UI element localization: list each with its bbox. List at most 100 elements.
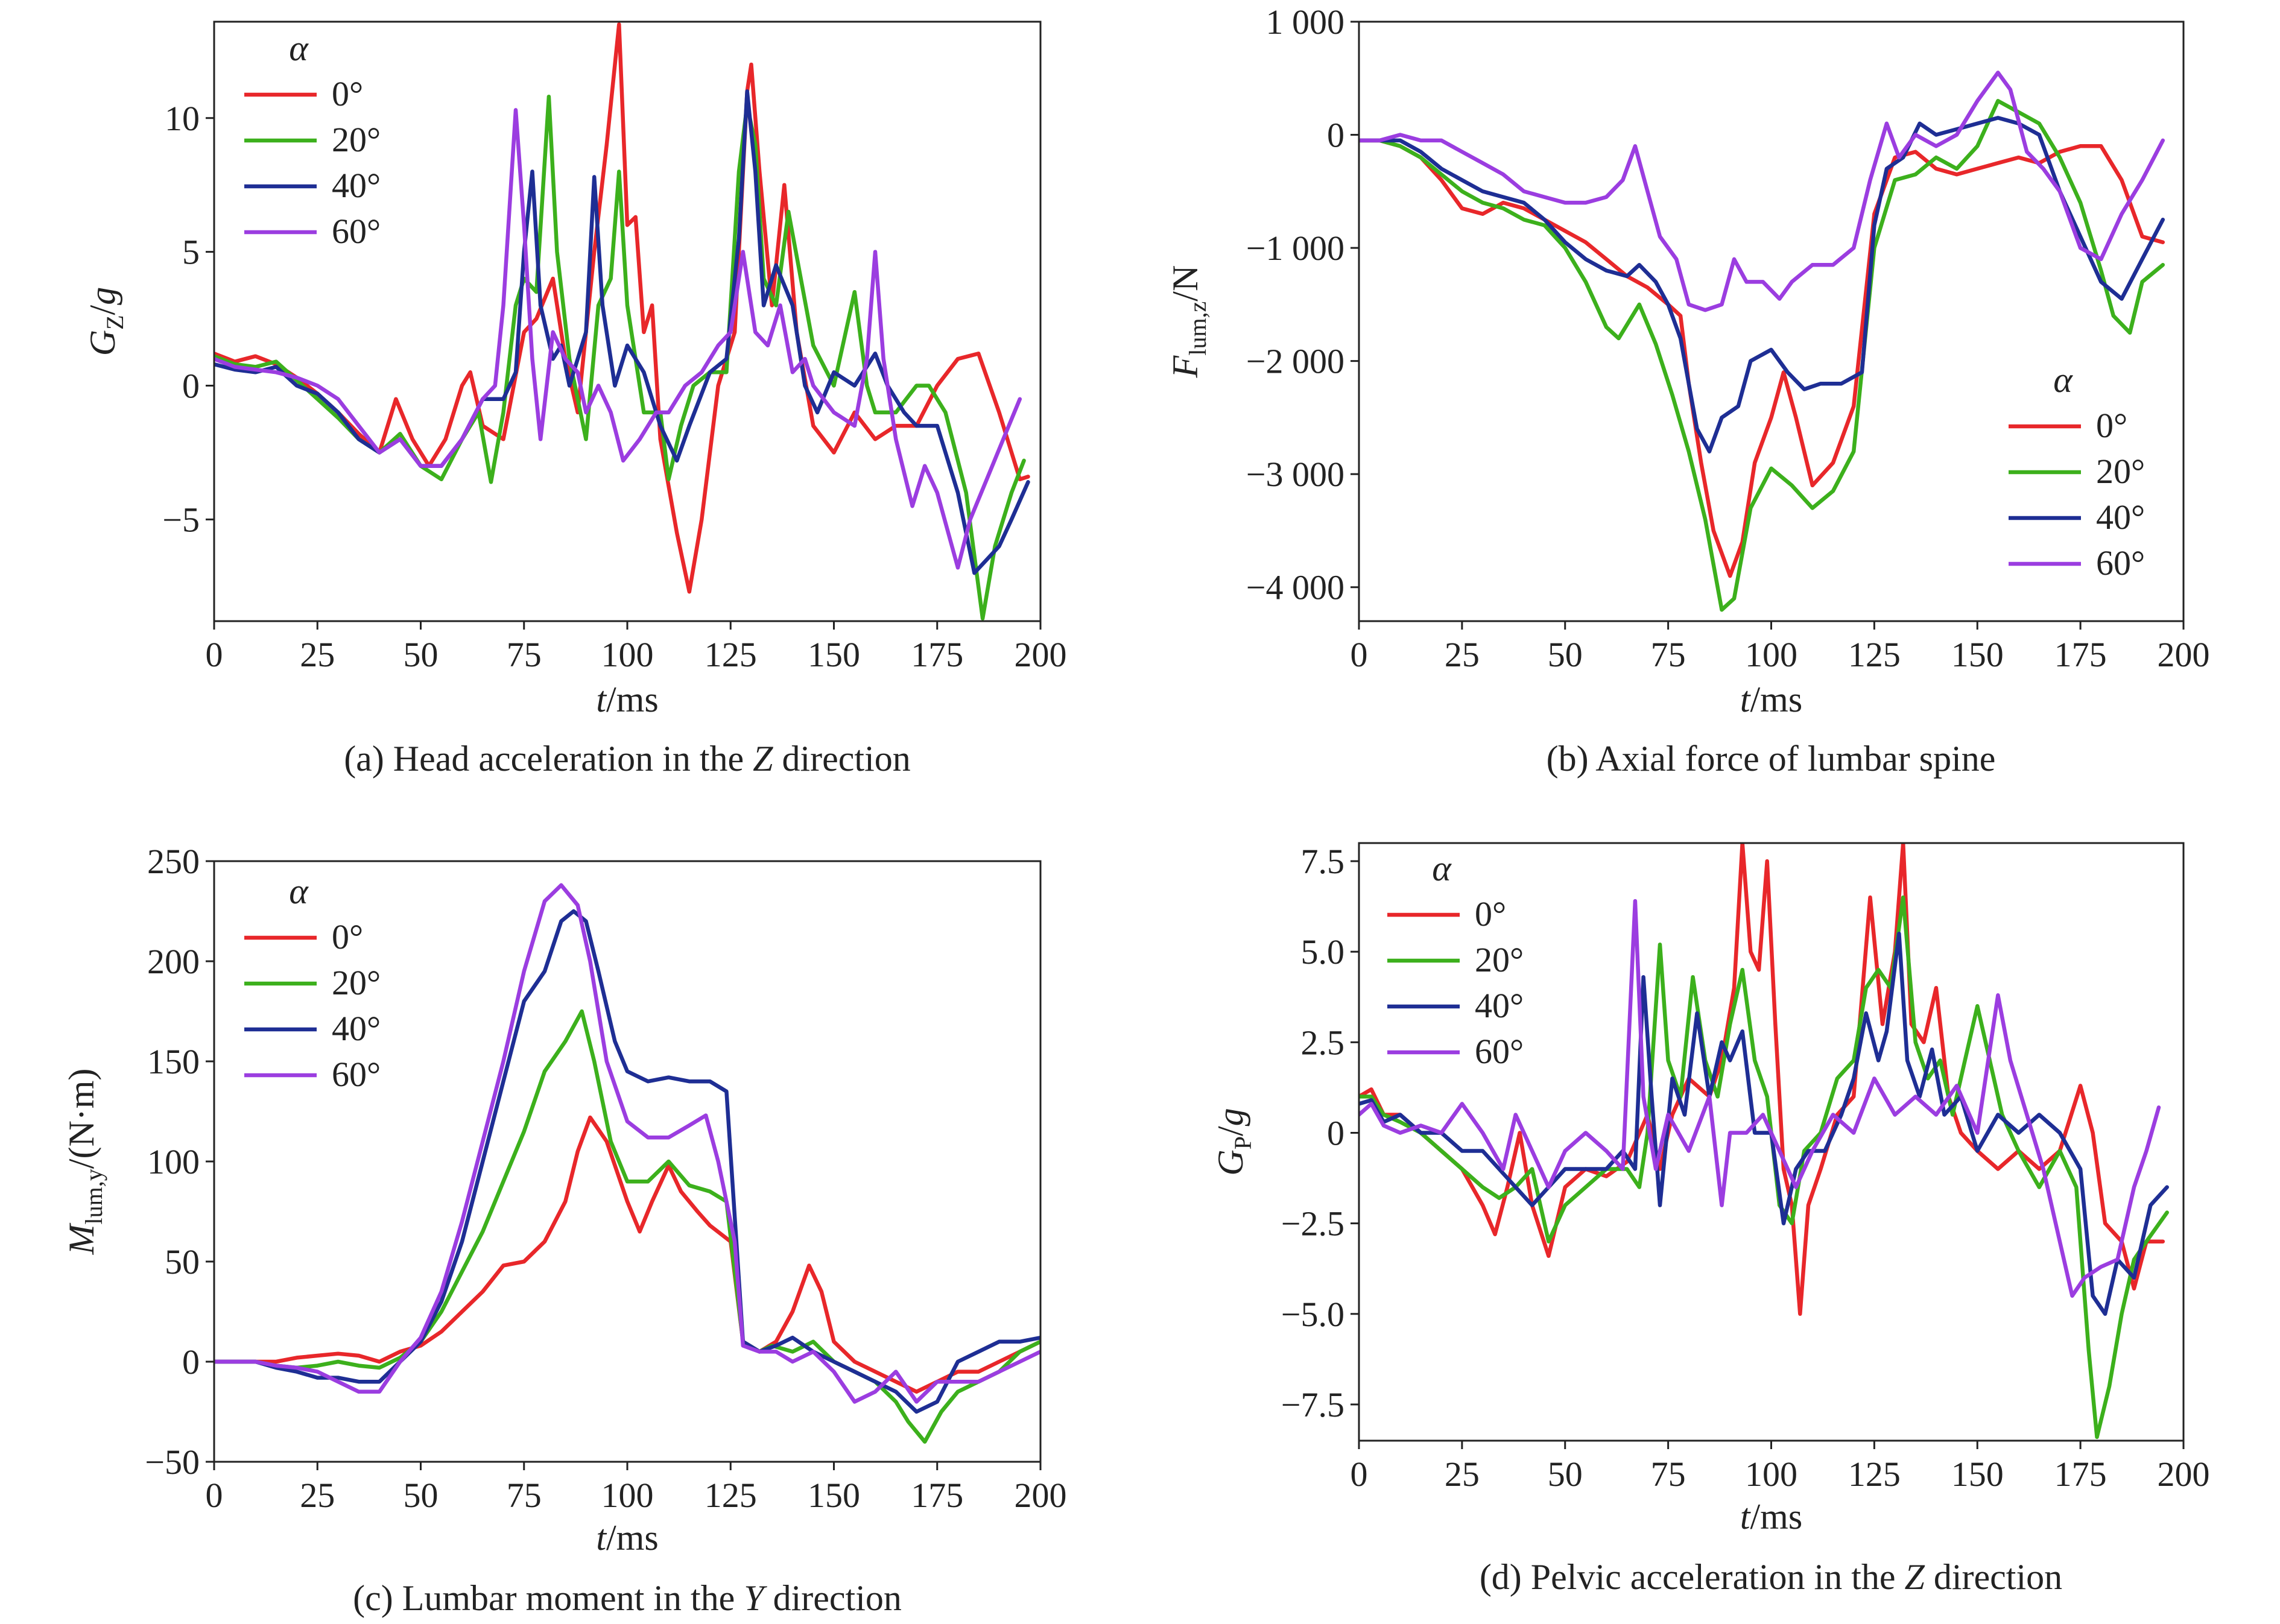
y-tick-label: −1 000	[1246, 229, 1344, 268]
x-tick-label: 200	[1015, 635, 1067, 674]
x-tick-label: 0	[206, 1476, 223, 1515]
series-line-60deg	[214, 108, 1022, 570]
y-tick-label: −3 000	[1246, 455, 1344, 494]
y-axis-label: GZ/g	[83, 287, 128, 356]
panel-caption: (c) Lumbar moment in the Y direction	[353, 1578, 902, 1618]
legend: α 0° 20° 40° 60°	[1387, 848, 1524, 1071]
x-tick-label: 175	[2054, 635, 2107, 674]
x-tick-label: 75	[507, 1476, 542, 1515]
panel-b-lumbar-axial-force: 0 25 50 75 100 125 150 175 200 1 000 0 −1 000 −2 000…	[1165, 2, 2210, 779]
x-tick-label: 175	[2054, 1455, 2107, 1494]
series-line-0deg	[1359, 138, 2165, 578]
x-tick-label: 50	[1548, 1455, 1583, 1494]
x-tick-label: 150	[808, 1476, 860, 1515]
y-tick-label: −5.0	[1281, 1295, 1344, 1334]
x-tick-label: 100	[1745, 635, 1797, 674]
x-tick-label: 200	[2158, 1455, 2210, 1494]
legend-label: 0°	[2096, 406, 2127, 445]
x-tick-label: 25	[1445, 635, 1480, 674]
y-tick-label: 10	[165, 99, 200, 138]
x-tick-label: 50	[1548, 635, 1583, 674]
x-axis-label: t/ms	[596, 680, 658, 719]
x-axis-label: t/ms	[1740, 680, 1802, 719]
series-line-40deg	[214, 909, 1040, 1414]
series-line-40deg	[1359, 116, 2165, 453]
legend-label: 20°	[332, 120, 381, 159]
x-tick-label: 150	[1951, 1455, 2004, 1494]
series-line-0deg	[1359, 843, 2165, 1316]
legend-label: 0°	[332, 74, 363, 113]
series-line-60deg	[1359, 71, 2165, 312]
panel-caption: (b) Axial force of lumbar spine	[1547, 739, 1996, 779]
x-tick-label: 100	[601, 635, 654, 674]
legend-label: 40°	[332, 1009, 381, 1048]
series-line-60deg	[1359, 899, 2161, 1298]
x-tick-label: 125	[1848, 1455, 1901, 1494]
series-line-20deg	[1359, 99, 2165, 612]
x-tick-label: 125	[1848, 635, 1901, 674]
y-tick-label: 0	[182, 367, 200, 406]
panel-caption: (d) Pelvic acceleration in the Z directi…	[1480, 1557, 2062, 1597]
legend: α 0° 20° 40° 60°	[244, 28, 381, 251]
legend-label: 20°	[332, 963, 381, 1002]
legend-title: α	[1432, 848, 1452, 888]
legend-title: α	[2053, 360, 2073, 400]
x-tick-label: 200	[2158, 635, 2210, 674]
x-tick-label: 175	[911, 635, 963, 674]
legend-label: 0°	[332, 917, 363, 956]
y-tick-label: −5	[162, 500, 200, 539]
y-tick-label: −2.5	[1281, 1204, 1344, 1243]
y-tick-label: −50	[145, 1442, 200, 1482]
x-tick-label: 100	[1745, 1455, 1797, 1494]
series-group	[214, 883, 1040, 1444]
x-tick-label: 50	[404, 1476, 439, 1515]
y-tick-label: −2 000	[1246, 342, 1344, 381]
panel-caption: (a) Head acceleration in the Z direction	[344, 739, 911, 779]
y-tick-label: 7.5	[1301, 842, 1345, 881]
panel-a-head-acceleration: 0 25 50 75 100 125 150 175 2001050−5t/msGZ/g(a) …	[83, 21, 1067, 779]
y-tick-label: 100	[147, 1142, 200, 1181]
legend-label: 60°	[332, 212, 381, 251]
y-tick-label: −7.5	[1281, 1385, 1344, 1424]
x-tick-label: 25	[300, 635, 335, 674]
x-tick-label: 0	[1351, 635, 1368, 674]
y-tick-label: 250	[147, 842, 200, 881]
y-tick-label: 1 000	[1266, 2, 1345, 42]
y-tick-label: 200	[147, 942, 200, 981]
legend-label: 20°	[2096, 452, 2145, 491]
legend-label: 20°	[1475, 940, 1524, 979]
x-tick-label: 150	[1951, 635, 2004, 674]
series-line-40deg	[214, 89, 1030, 575]
x-axis-label: t/ms	[596, 1518, 658, 1558]
x-tick-label: 25	[1445, 1455, 1480, 1494]
x-tick-label: 75	[507, 635, 542, 674]
legend-label: 40°	[1475, 986, 1524, 1025]
series-line-20deg	[214, 94, 1026, 621]
x-axis-label: t/ms	[1740, 1497, 1802, 1537]
x-tick-label: 125	[705, 1476, 757, 1515]
y-tick-label: 2.5	[1301, 1023, 1345, 1062]
y-tick-label: 0	[1327, 116, 1344, 155]
y-tick-label: 150	[147, 1042, 200, 1081]
x-tick-label: 175	[911, 1476, 963, 1515]
y-tick-label: −4 000	[1246, 568, 1344, 607]
series-group	[1359, 843, 2169, 1439]
y-axis-label: Mlum,y/(N·m)	[62, 1069, 107, 1256]
x-tick-label: 75	[1651, 1455, 1686, 1494]
legend-label: 40°	[332, 166, 381, 205]
legend-label: 60°	[1475, 1032, 1524, 1071]
x-tick-label: 100	[601, 1476, 654, 1515]
series-line-0deg	[214, 1115, 1040, 1394]
y-tick-label: 50	[165, 1242, 200, 1281]
y-tick-label: 5.0	[1301, 932, 1345, 972]
y-axis-label: Flum,z/N	[1165, 265, 1211, 379]
legend-label: 0°	[1475, 894, 1506, 934]
x-tick-label: 75	[1651, 635, 1686, 674]
legend-label: 60°	[2096, 543, 2145, 583]
series-group	[1359, 71, 2165, 612]
x-tick-label: 200	[1015, 1476, 1067, 1515]
x-tick-label: 25	[300, 1476, 335, 1515]
series-line-20deg	[214, 1009, 1040, 1444]
legend-title: α	[289, 871, 309, 911]
